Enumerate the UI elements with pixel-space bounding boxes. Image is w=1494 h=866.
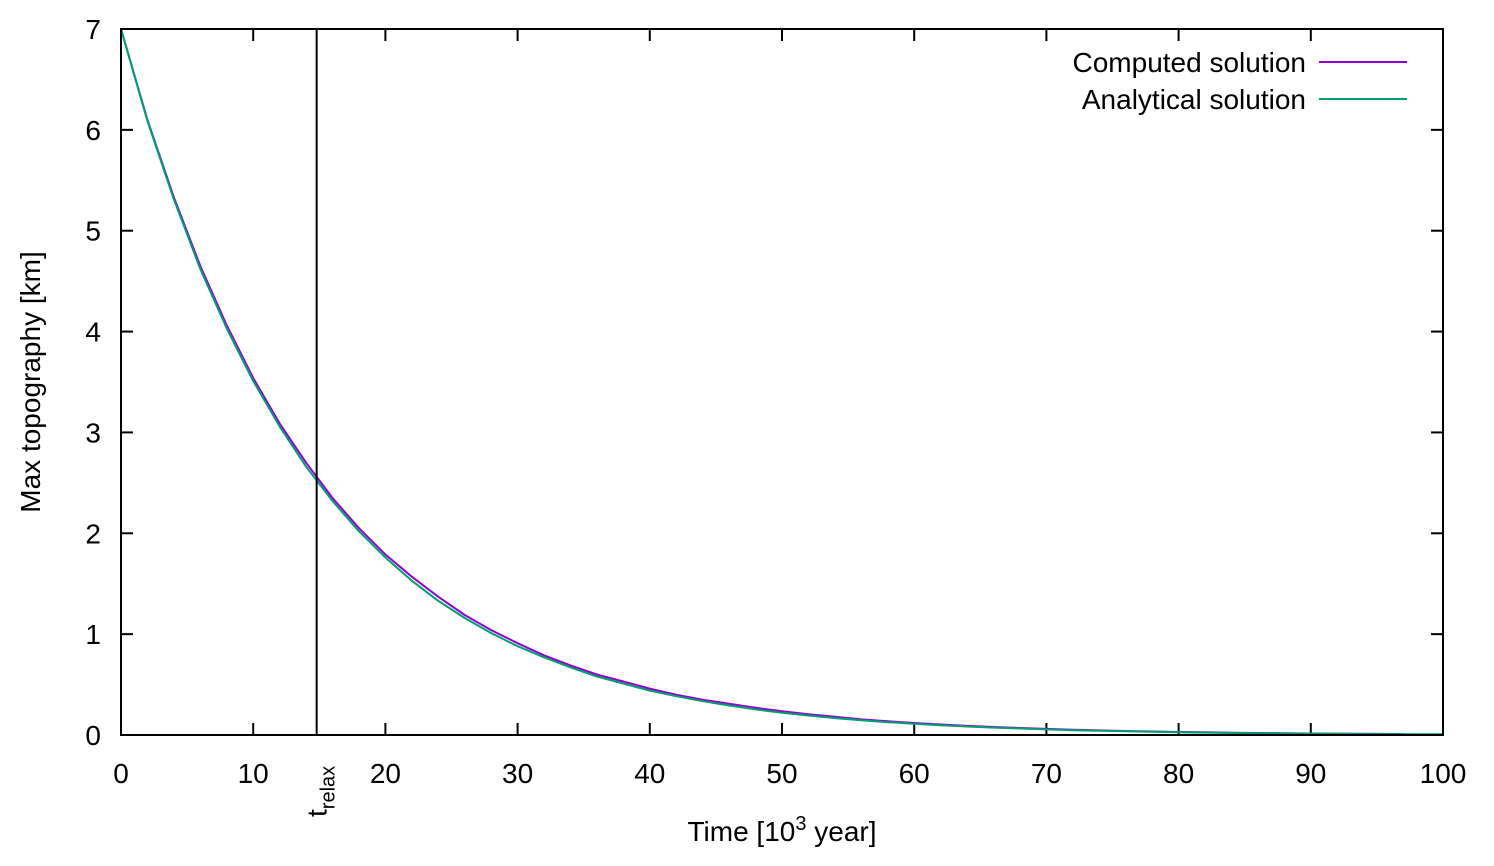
relax-label-base: t bbox=[302, 809, 333, 817]
y-tick-label: 5 bbox=[85, 216, 101, 247]
y-tick-label: 2 bbox=[85, 518, 101, 549]
x-axis-title-prefix: Time [10 bbox=[687, 816, 795, 847]
series-line-2 bbox=[120, 28, 1444, 736]
legend-label-1: Computed solution bbox=[1073, 47, 1306, 78]
y-tick-label: 0 bbox=[85, 720, 101, 751]
x-tick-label: 80 bbox=[1163, 758, 1194, 789]
series-line-1 bbox=[120, 28, 1404, 736]
x-tick-label: 40 bbox=[634, 758, 665, 789]
x-tick-label: 20 bbox=[370, 758, 401, 789]
x-tick-label: 30 bbox=[502, 758, 533, 789]
y-axis-title: Max topography [km] bbox=[15, 251, 46, 512]
x-axis-title-suffix: year] bbox=[806, 816, 876, 847]
legend: Computed solution Analytical solution bbox=[1073, 47, 1407, 115]
y-tick-label: 6 bbox=[85, 115, 101, 146]
y-tick-label: 7 bbox=[85, 14, 101, 45]
relax-label-subscript: relax bbox=[318, 766, 340, 809]
x-tick-label: 70 bbox=[1031, 758, 1062, 789]
x-tick-label: 90 bbox=[1295, 758, 1326, 789]
relax-marker-label: trelax bbox=[302, 766, 340, 817]
y-tick-label: 1 bbox=[85, 619, 101, 650]
legend-label-2: Analytical solution bbox=[1082, 84, 1306, 115]
plot-frame bbox=[120, 28, 1444, 736]
y-tick-label: 3 bbox=[85, 417, 101, 448]
x-tick-label: 50 bbox=[766, 758, 797, 789]
ticks-layer: 0 10 20 30 40 50 60 70 80 90 100 0 1 2 3 4 5 6 7 bbox=[85, 14, 1466, 789]
x-tick-label: 100 bbox=[1420, 758, 1467, 789]
x-axis-title-superscript: 3 bbox=[795, 813, 806, 835]
series-layer bbox=[120, 28, 1444, 736]
x-tick-label: 0 bbox=[113, 758, 129, 789]
x-tick-label: 60 bbox=[899, 758, 930, 789]
x-tick-label: 10 bbox=[238, 758, 269, 789]
y-tick-label: 4 bbox=[85, 317, 101, 348]
x-axis-title: Time [103 year] bbox=[687, 813, 876, 847]
